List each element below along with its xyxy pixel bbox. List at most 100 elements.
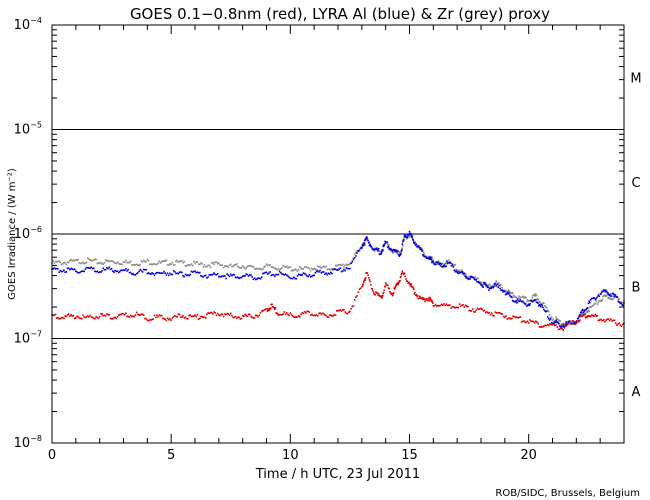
data-point <box>515 316 518 318</box>
data-point <box>238 316 240 318</box>
data-point <box>446 260 448 262</box>
data-point <box>195 271 197 274</box>
data-point <box>61 262 64 265</box>
data-point <box>535 299 537 301</box>
data-point <box>291 277 294 280</box>
data-point <box>498 312 500 314</box>
data-point <box>356 250 358 252</box>
data-point <box>283 311 286 313</box>
data-point <box>555 316 557 319</box>
data-point <box>522 295 524 298</box>
data-point <box>336 269 338 271</box>
data-point <box>309 314 312 317</box>
data-point <box>201 263 203 265</box>
data-point <box>607 292 609 294</box>
data-point <box>523 320 525 322</box>
data-point <box>275 312 278 314</box>
data-point <box>89 267 91 269</box>
data-point <box>318 266 320 268</box>
data-point <box>472 276 475 279</box>
data-point <box>289 277 292 280</box>
data-point <box>511 292 514 294</box>
data-point <box>401 272 403 274</box>
data-point <box>319 269 321 272</box>
data-point <box>171 273 174 276</box>
data-point <box>392 292 395 294</box>
data-point <box>264 265 267 267</box>
data-point <box>401 247 404 250</box>
data-point <box>176 316 178 318</box>
data-point <box>461 270 463 272</box>
data-point <box>377 294 379 296</box>
data-point <box>216 272 219 275</box>
data-point <box>606 318 609 320</box>
data-point <box>274 267 276 269</box>
data-point <box>621 304 623 306</box>
data-point <box>60 263 63 266</box>
data-point <box>438 261 441 264</box>
data-point <box>474 278 477 281</box>
data-point <box>222 315 225 318</box>
data-point <box>145 317 147 320</box>
data-point <box>451 306 454 308</box>
data-point <box>250 274 252 276</box>
data-point <box>445 265 448 267</box>
data-point <box>519 298 521 301</box>
data-point <box>585 315 588 318</box>
data-point <box>460 269 463 271</box>
data-point <box>501 289 503 291</box>
data-point <box>82 270 84 272</box>
data-point <box>488 289 490 291</box>
data-point <box>409 235 411 238</box>
data-point <box>393 248 396 251</box>
data-point <box>437 304 439 307</box>
data-point <box>450 262 453 265</box>
data-point <box>328 314 331 316</box>
data-point <box>581 315 584 317</box>
data-point <box>537 298 539 300</box>
data-point <box>595 297 598 300</box>
data-point <box>523 302 525 304</box>
data-point <box>176 259 178 262</box>
data-point <box>297 268 300 271</box>
data-point <box>257 315 259 318</box>
data-point <box>246 265 249 268</box>
data-point <box>150 273 152 275</box>
data-point <box>526 304 529 307</box>
data-point <box>594 298 597 301</box>
data-point <box>207 312 209 314</box>
data-point <box>228 275 231 278</box>
data-point <box>259 267 262 270</box>
data-point <box>573 322 576 324</box>
data-point <box>382 291 385 294</box>
data-point <box>218 314 220 316</box>
data-point <box>113 261 115 264</box>
data-point <box>432 304 435 307</box>
data-point <box>506 318 509 320</box>
data-point <box>313 267 315 270</box>
data-point <box>251 276 253 278</box>
data-point <box>464 304 467 307</box>
data-point <box>507 317 510 320</box>
data-point <box>100 261 102 264</box>
data-point <box>83 270 85 273</box>
data-point <box>66 314 69 316</box>
data-point <box>401 243 404 245</box>
data-point <box>591 304 594 307</box>
data-point <box>612 293 615 296</box>
data-point <box>540 303 543 306</box>
data-point <box>400 273 403 276</box>
data-point <box>263 266 265 269</box>
data-point <box>126 315 128 318</box>
data-point <box>403 233 406 236</box>
data-point <box>600 291 603 294</box>
data-point <box>257 267 259 270</box>
data-point <box>106 267 108 269</box>
data-point <box>293 316 295 318</box>
data-point <box>170 273 172 276</box>
data-point <box>344 269 346 272</box>
data-point <box>402 239 405 241</box>
data-point <box>316 269 319 272</box>
data-point <box>424 255 427 258</box>
data-point <box>231 265 233 268</box>
